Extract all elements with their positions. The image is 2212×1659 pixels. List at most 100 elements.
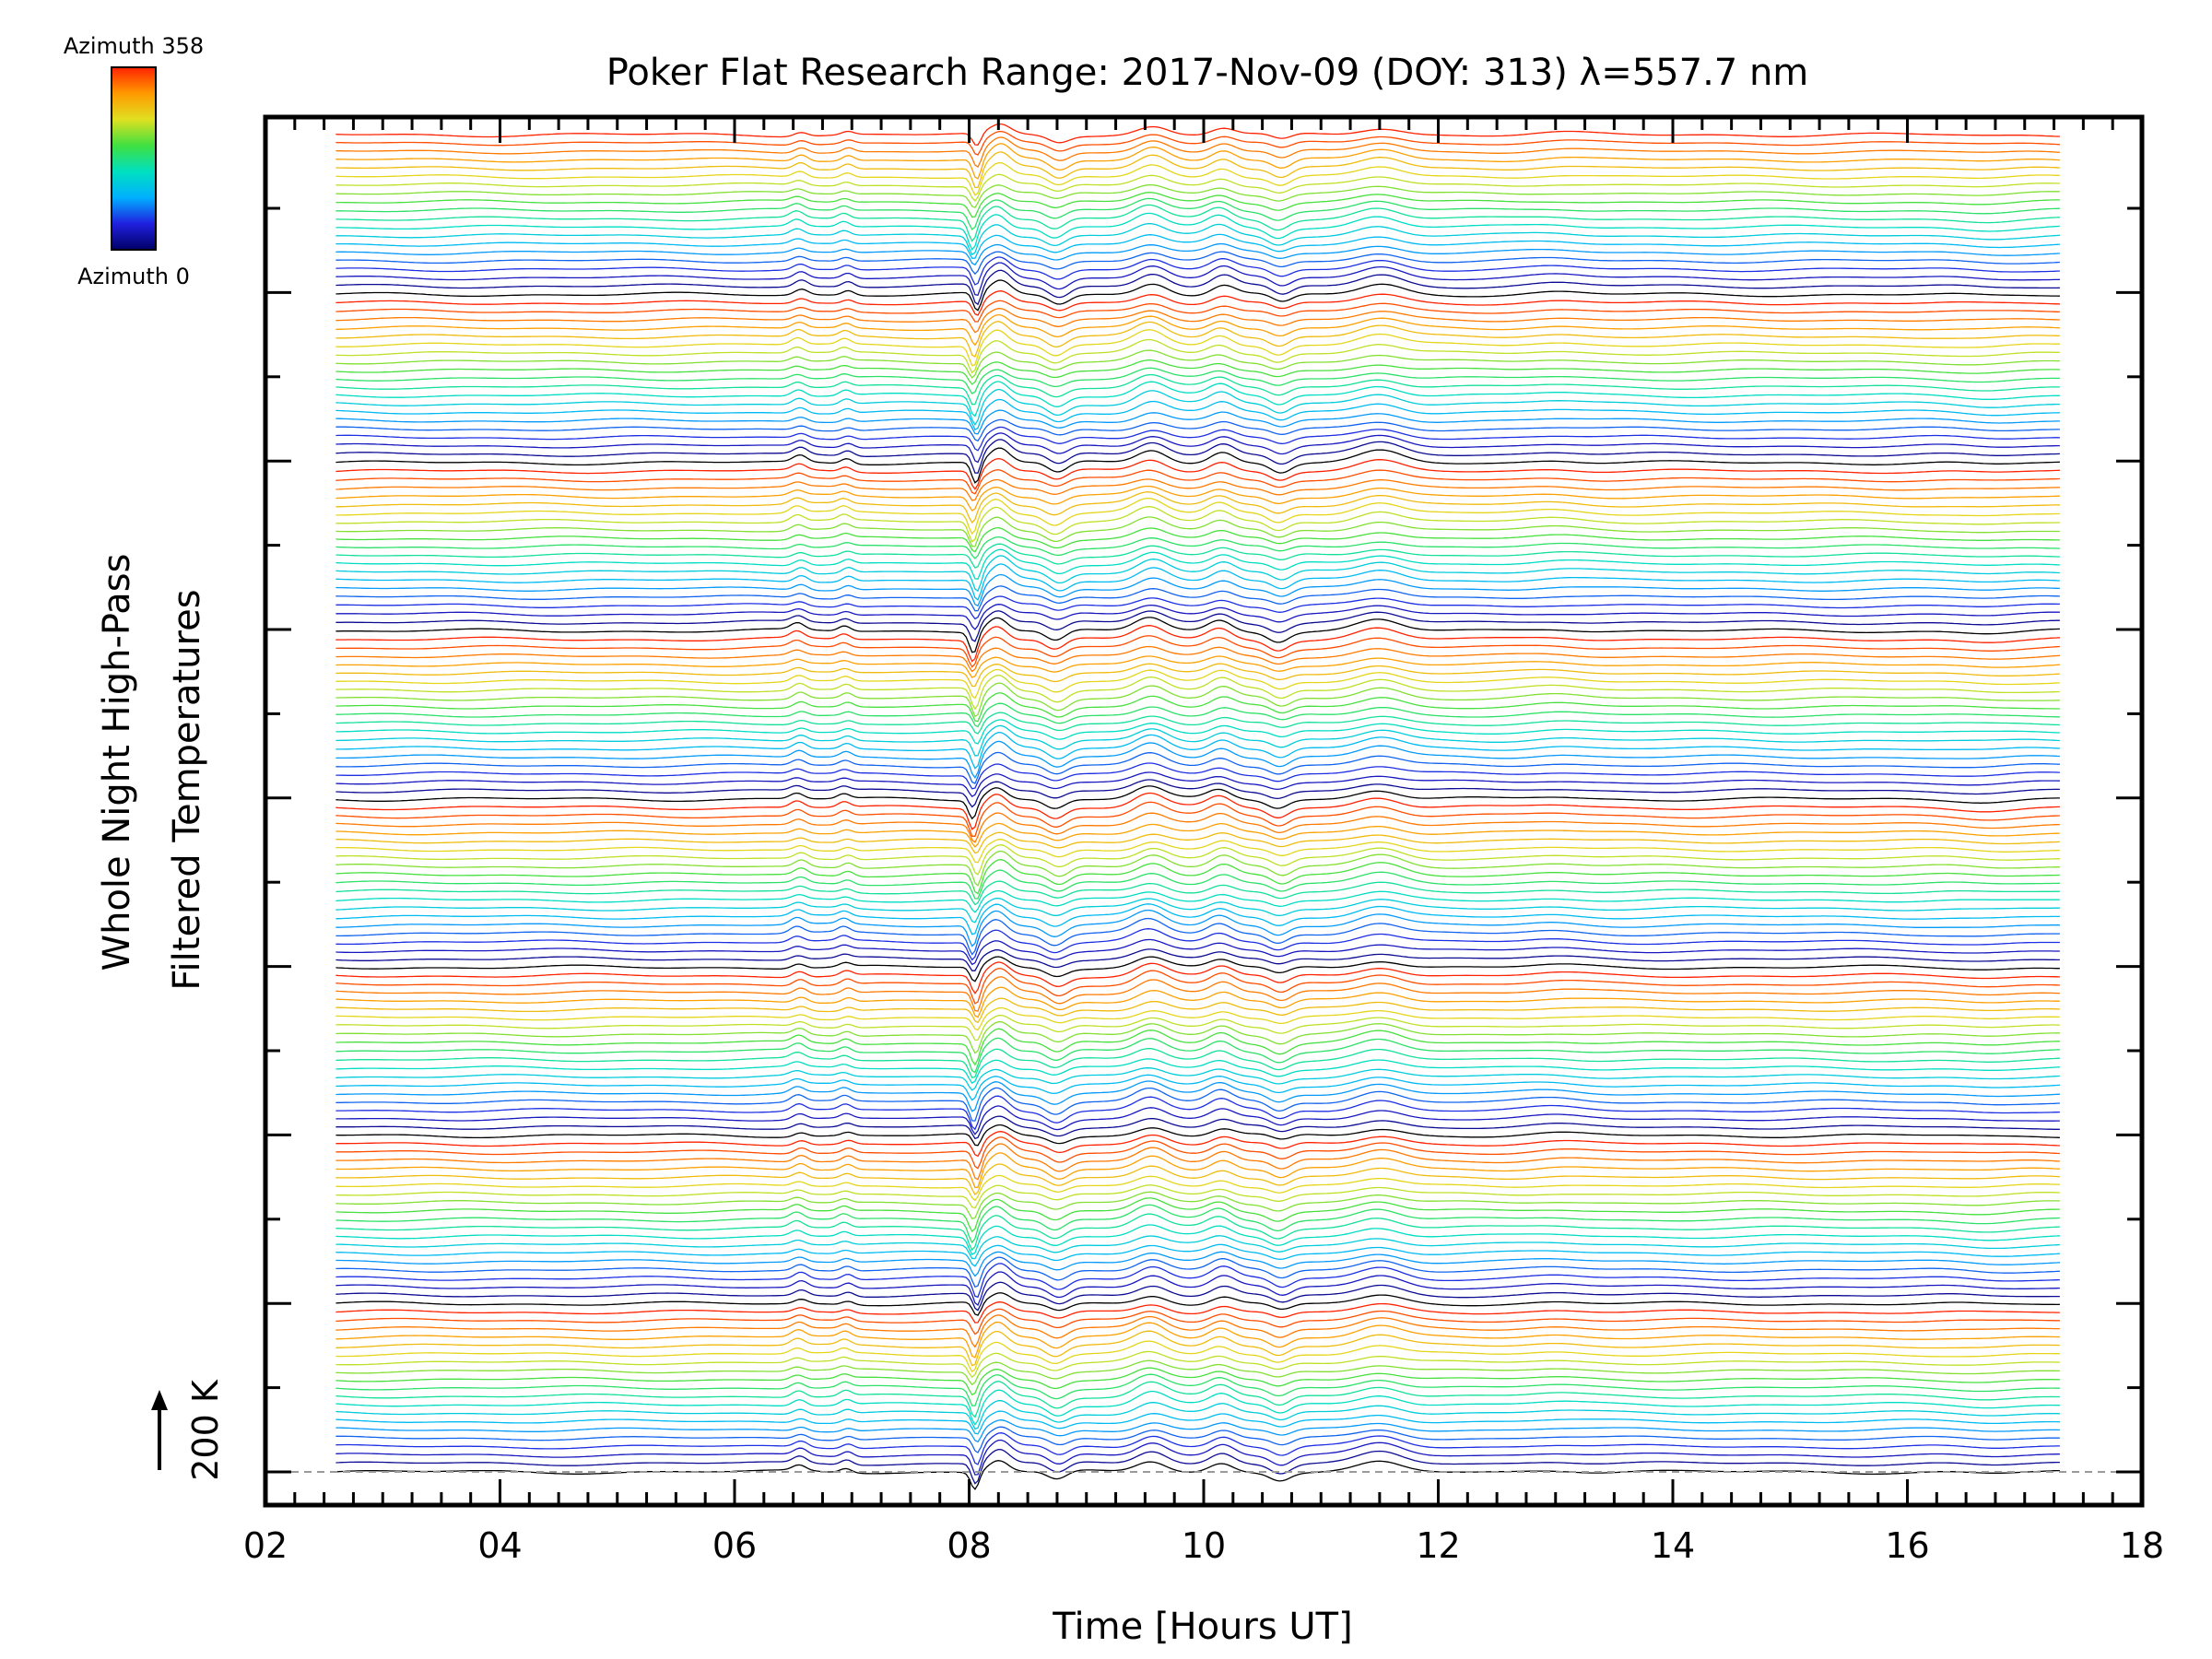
temperature-trace <box>335 762 2060 790</box>
temperature-trace <box>335 478 2060 501</box>
plot-frame <box>263 114 2145 1508</box>
temperature-trace <box>335 785 2060 820</box>
temperature-trace <box>335 269 2060 306</box>
temperature-trace <box>335 290 2060 316</box>
temperature-trace <box>335 986 2060 1018</box>
temperature-trace <box>335 183 2060 209</box>
temperature-trace <box>335 1087 2060 1122</box>
temperature-trace <box>335 1006 2060 1031</box>
temperature-trace <box>335 418 2060 442</box>
temperature-trace <box>335 457 2060 490</box>
temperature-trace <box>335 1308 2060 1335</box>
temperature-trace <box>335 526 2060 553</box>
temperature-trace <box>335 792 2060 830</box>
temperature-trace <box>335 645 2060 673</box>
temperature-trace <box>335 880 2060 906</box>
temperature-trace <box>335 1131 2060 1158</box>
temperature-trace <box>335 398 2060 431</box>
temperature-trace <box>335 831 2060 854</box>
temperature-trace <box>335 1410 2060 1435</box>
temperature-trace <box>335 1213 2060 1252</box>
temperature-trace <box>335 801 2060 837</box>
temperature-trace <box>335 822 2060 848</box>
temperature-trace <box>335 976 2060 1012</box>
temperature-trace <box>335 151 2060 189</box>
temperature-trace <box>335 663 2060 688</box>
temperature-trace <box>335 1115 2060 1140</box>
temperature-trace <box>335 338 2060 374</box>
temperature-trace <box>335 928 2060 961</box>
temperature-trace <box>335 223 2060 256</box>
temperature-trace <box>335 279 2060 312</box>
temperature-trace <box>335 903 2060 935</box>
temperature-trace <box>335 682 2060 718</box>
temperature-trace <box>335 859 2060 895</box>
temperature-trace <box>335 1028 2060 1066</box>
temperature-trace <box>335 610 2060 642</box>
colorbar-bar <box>111 66 157 251</box>
temperature-trace <box>335 1152 2060 1189</box>
colorbar: Azimuth 358 Azimuth 0 <box>64 33 204 289</box>
scale-marker: 200 K <box>151 1379 226 1481</box>
temperature-trace <box>335 909 2060 947</box>
temperature-trace <box>335 242 2060 266</box>
temperature-trace <box>335 212 2060 251</box>
temperature-trace <box>335 359 2060 385</box>
temperature-trace <box>335 1350 2060 1379</box>
x-axis-label: Time [Hours UT] <box>1052 1606 1352 1648</box>
temperature-trace <box>335 1419 2060 1443</box>
x-tick-label: 02 <box>243 1525 288 1566</box>
x-tick-label: 18 <box>2120 1525 2164 1566</box>
temperature-trace <box>335 162 2060 196</box>
temperature-trace <box>335 1204 2060 1244</box>
temperature-trace <box>335 262 2060 297</box>
temperature-trace <box>335 692 2060 723</box>
temperature-trace <box>335 256 2060 286</box>
temperature-trace <box>335 1143 2060 1181</box>
x-tick-label: 12 <box>1416 1525 1460 1566</box>
temperature-trace <box>335 917 2060 956</box>
temperature-trace <box>335 409 2060 435</box>
x-tick-label: 06 <box>712 1525 757 1566</box>
temperature-trace <box>335 388 2060 427</box>
temperature-trace <box>335 1389 2060 1426</box>
temperature-trace <box>335 1340 2060 1373</box>
temperature-trace <box>335 329 2060 367</box>
temperature-trace <box>335 771 2060 798</box>
temperature-trace <box>335 1067 2060 1091</box>
temperature-trace <box>335 844 2060 876</box>
arrow-up-icon <box>151 1390 168 1410</box>
temperature-trace <box>335 1399 2060 1430</box>
temperature-trace <box>335 1359 2060 1386</box>
temperature-trace <box>335 948 2060 971</box>
temperature-trace <box>335 1263 2060 1299</box>
temperature-trace <box>335 1058 2060 1084</box>
temperature-trace <box>335 367 2060 394</box>
temperature-trace <box>335 197 2060 230</box>
temperature-trace <box>335 1243 2060 1267</box>
temperature-trace <box>335 625 2060 663</box>
temperature-trace <box>335 1381 2060 1418</box>
x-tick-labels: 02 04 06 08 10 12 14 16 18 <box>243 1525 2164 1566</box>
temperature-trace <box>335 300 2060 323</box>
temperature-trace <box>335 535 2060 559</box>
temperature-trace <box>335 585 2060 612</box>
temperature-trace <box>335 1080 2060 1112</box>
temperature-trace <box>335 136 2060 169</box>
temperature-trace <box>335 1105 2060 1135</box>
temperature-trace <box>335 1048 2060 1078</box>
temperature-trace <box>335 373 2060 406</box>
temperature-trace <box>335 1191 2060 1220</box>
temperature-trace <box>335 668 2060 700</box>
temperature-trace <box>335 997 2060 1024</box>
temperature-trace <box>335 751 2060 784</box>
temperature-trace <box>335 1367 2060 1396</box>
temperature-trace <box>335 143 2060 180</box>
temperature-trace <box>335 724 2060 757</box>
temperature-trace <box>335 1432 2060 1465</box>
temperature-trace <box>335 719 2060 745</box>
temperature-trace <box>335 432 2060 464</box>
temperature-trace <box>335 491 2060 524</box>
colorbar-top-label: Azimuth 358 <box>64 33 204 59</box>
